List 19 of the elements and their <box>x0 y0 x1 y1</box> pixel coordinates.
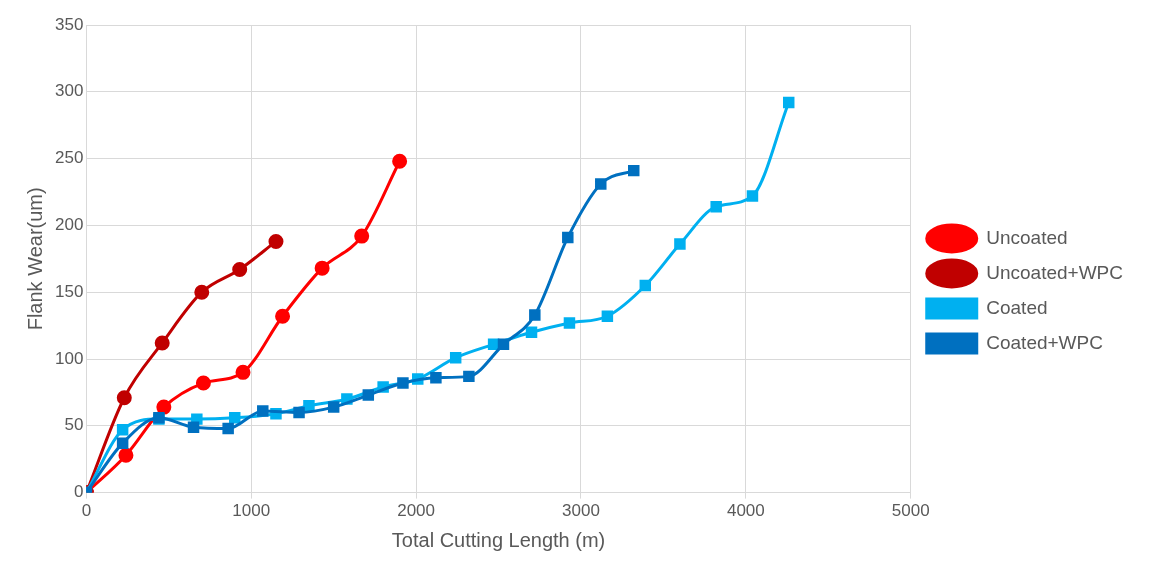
x-tick-label: 3000 <box>562 501 600 521</box>
y-tick-label: 200 <box>54 215 84 235</box>
y-tick-label: 0 <box>73 482 84 502</box>
x-tick-label: 1000 <box>232 501 271 521</box>
y-tick-label: 300 <box>54 81 84 101</box>
y-tick-label: 250 <box>54 148 84 168</box>
y-tick-label: 350 <box>54 14 84 34</box>
legend-label: Uncoated <box>986 226 1068 248</box>
y-axis-title: Flank Wear(um) <box>23 187 46 331</box>
x-axis-title: Total Cutting Length (m) <box>391 528 606 551</box>
y-tick-label: 150 <box>54 281 84 301</box>
legend-label: Uncoated+WPC <box>986 261 1124 283</box>
x-tick-label: 4000 <box>726 501 765 521</box>
x-tick-label: 5000 <box>891 501 930 521</box>
legend-label: Coated+WPC <box>986 331 1103 353</box>
y-tick-label: 100 <box>54 348 84 368</box>
legend-label: Coated <box>986 296 1048 318</box>
y-tick-label: 50 <box>64 415 84 435</box>
x-tick-label: 2000 <box>397 501 436 521</box>
